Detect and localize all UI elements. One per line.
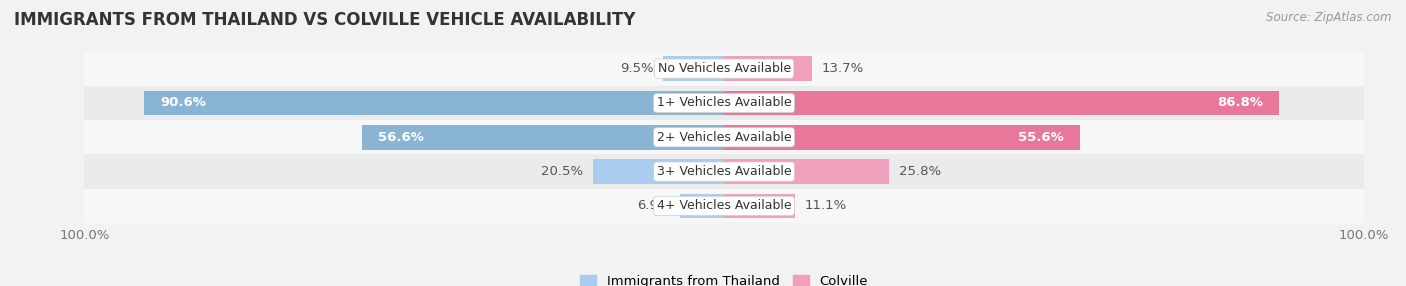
Text: 90.6%: 90.6% xyxy=(160,96,207,110)
Bar xyxy=(724,194,796,218)
Text: 11.1%: 11.1% xyxy=(804,199,846,212)
Text: 4+ Vehicles Available: 4+ Vehicles Available xyxy=(657,199,792,212)
Text: 25.8%: 25.8% xyxy=(898,165,941,178)
Text: 1+ Vehicles Available: 1+ Vehicles Available xyxy=(657,96,792,110)
Text: 9.5%: 9.5% xyxy=(620,62,654,75)
Bar xyxy=(724,56,811,81)
Text: IMMIGRANTS FROM THAILAND VS COLVILLE VEHICLE AVAILABILITY: IMMIGRANTS FROM THAILAND VS COLVILLE VEH… xyxy=(14,11,636,29)
Text: 20.5%: 20.5% xyxy=(541,165,583,178)
Text: 2+ Vehicles Available: 2+ Vehicles Available xyxy=(657,131,792,144)
Bar xyxy=(724,91,1279,115)
Text: 56.6%: 56.6% xyxy=(378,131,423,144)
Bar xyxy=(84,189,1364,223)
Text: 86.8%: 86.8% xyxy=(1218,96,1264,110)
Bar xyxy=(724,159,889,184)
Text: 55.6%: 55.6% xyxy=(1018,131,1064,144)
Bar xyxy=(664,56,724,81)
Bar xyxy=(593,159,724,184)
Bar xyxy=(84,86,1364,120)
Bar xyxy=(724,125,1080,150)
Legend: Immigrants from Thailand, Colville: Immigrants from Thailand, Colville xyxy=(575,270,873,286)
Bar xyxy=(361,125,724,150)
Text: 3+ Vehicles Available: 3+ Vehicles Available xyxy=(657,165,792,178)
Text: Source: ZipAtlas.com: Source: ZipAtlas.com xyxy=(1267,11,1392,24)
Text: 6.9%: 6.9% xyxy=(637,199,671,212)
Bar xyxy=(681,194,724,218)
Bar xyxy=(84,51,1364,86)
Bar xyxy=(84,154,1364,189)
Text: No Vehicles Available: No Vehicles Available xyxy=(658,62,790,75)
Bar xyxy=(145,91,724,115)
Bar xyxy=(84,120,1364,154)
Text: 13.7%: 13.7% xyxy=(821,62,863,75)
